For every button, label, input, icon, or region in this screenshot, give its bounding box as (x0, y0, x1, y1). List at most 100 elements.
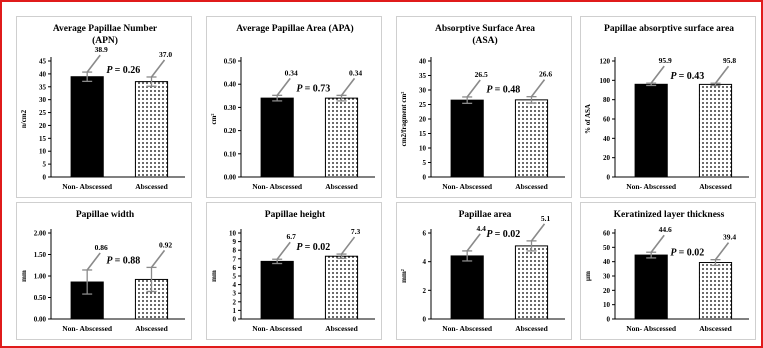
y-tick-label: 15 (419, 130, 427, 138)
chart-title: Papillae height (265, 210, 326, 220)
bar (70, 76, 104, 178)
bar (134, 81, 169, 178)
data-label: 0.34 (349, 68, 362, 77)
data-label: 38.9 (95, 45, 108, 54)
x-tick-label: Abscessed (515, 324, 548, 333)
label-leader (86, 252, 101, 271)
y-axis-label: cm2/fragment cm² (400, 92, 408, 147)
y-tick-label: 120 (600, 58, 611, 66)
label-leader (650, 234, 665, 253)
data-label: 44.6 (659, 225, 672, 234)
label-leader (530, 223, 546, 242)
x-tick-label: Non- Abscessed (252, 324, 303, 333)
y-tick-label: 50 (603, 244, 611, 252)
y-tick-label: 2 (423, 287, 427, 295)
p-value-label: P = 0.26 (106, 65, 140, 76)
chart-panel-keratin: Keratinized layer thickness µm 0 10 20 30 40 50… (580, 202, 756, 340)
x-tick-label: Non- Abscessed (626, 182, 677, 191)
chart-title: Keratinized layer thickness (614, 210, 725, 220)
chart-title: (APN) (92, 35, 118, 46)
y-axis-label: n/cm2 (20, 109, 28, 128)
data-label: 26.6 (539, 70, 552, 79)
y-tick-label: 40 (39, 70, 47, 78)
bar (260, 97, 294, 178)
x-tick-label: Non- Abscessed (62, 182, 113, 191)
data-label: 7.3 (351, 227, 361, 236)
y-tick-label: 0.00 (224, 174, 237, 182)
chart-svg-apa: Average Papillae Area (APA) cm² 0.00 0.10 0.… (210, 23, 375, 191)
data-label: 0.92 (159, 240, 172, 249)
y-tick-label: 20 (603, 154, 611, 162)
x-tick-label: Non- Abscessed (626, 324, 677, 333)
y-tick-label: 10 (229, 230, 237, 238)
bar (450, 99, 484, 178)
y-tick-label: 1.00 (34, 273, 47, 281)
y-tick-label: 25 (419, 101, 427, 109)
data-label: 6.7 (286, 232, 296, 241)
chart-title: Papillae absorptive surface area (604, 24, 734, 34)
y-axis-label: % of ASA (584, 104, 592, 134)
chart-panel-width: Papillae width mm 0.00 0.50 1.00 1.50 2.00 0.86… (16, 202, 192, 340)
chart-title: (ASA) (472, 35, 497, 46)
label-leader (150, 59, 166, 78)
y-tick-label: 0.50 (224, 58, 237, 66)
y-tick-label: 30 (39, 96, 47, 104)
y-tick-label: 5 (233, 273, 237, 281)
y-tick-label: 10 (419, 145, 427, 153)
bar (450, 255, 484, 320)
bar (260, 260, 294, 320)
y-tick-label: 35 (39, 83, 47, 91)
y-tick-label: 0 (423, 316, 427, 324)
label-leader (86, 54, 101, 73)
y-axis-label: µm (584, 271, 592, 281)
y-tick-label: 0.30 (224, 104, 237, 112)
x-tick-label: Non- Abscessed (442, 324, 493, 333)
y-tick-label: 3 (233, 290, 237, 298)
chart-panel-apn: Average Papillae Number (APN) n/cm2 0 5 10 15 2… (16, 16, 192, 198)
y-tick-label: 2.00 (34, 230, 47, 238)
x-tick-label: Abscessed (135, 182, 168, 191)
y-tick-label: 4 (233, 281, 237, 289)
y-tick-label: 6 (423, 230, 427, 238)
y-tick-label: 0.10 (224, 150, 237, 158)
y-tick-label: 40 (603, 135, 611, 143)
label-leader (340, 77, 356, 96)
x-tick-label: Abscessed (325, 324, 358, 333)
y-tick-label: 20 (603, 287, 611, 295)
y-tick-label: 5 (423, 159, 427, 167)
x-tick-label: Non- Abscessed (252, 182, 303, 191)
p-value-label: P = 0.88 (106, 255, 140, 266)
label-leader (466, 79, 481, 98)
data-label: 4.4 (476, 224, 486, 233)
data-label: 37.0 (159, 50, 172, 59)
y-tick-label: 0 (607, 316, 611, 324)
chart-panel-apa: Average Papillae Area (APA) cm² 0.00 0.10 0.… (206, 16, 382, 198)
chart-panel-area: Papillae area mm² 0 2 4 6 4.4 Non- Abscessed 5.1… (396, 202, 572, 340)
label-leader (276, 77, 291, 96)
y-tick-label: 0 (43, 174, 47, 182)
chart-svg-keratin: Keratinized layer thickness µm 0 10 20 30 40 50… (584, 210, 749, 333)
y-tick-label: 25 (39, 109, 47, 117)
y-tick-label: 80 (603, 96, 611, 104)
p-value-label: P = 0.48 (486, 85, 520, 96)
x-tick-label: Non- Abscessed (62, 324, 113, 333)
y-tick-label: 8 (233, 247, 237, 255)
label-leader (276, 241, 291, 260)
x-tick-label: Abscessed (515, 182, 548, 191)
data-label: 95.9 (659, 56, 672, 65)
y-tick-label: 20 (39, 122, 47, 130)
y-tick-label: 0 (607, 174, 611, 182)
chart-title: Papillae area (459, 210, 512, 220)
bar (634, 254, 668, 320)
y-tick-label: 0.40 (224, 81, 237, 89)
data-label: 39.4 (723, 233, 736, 242)
label-leader (150, 249, 166, 268)
chart-title: Average Papillae Number (53, 24, 158, 34)
chart-svg-asa: Absorptive Surface Area(ASA) cm2/fragment… (400, 24, 565, 191)
y-axis-label: mm (210, 270, 218, 282)
p-value-label: P = 0.43 (670, 71, 704, 82)
y-tick-label: 0 (233, 316, 237, 324)
bar (634, 83, 668, 178)
y-tick-label: 0 (423, 174, 427, 182)
